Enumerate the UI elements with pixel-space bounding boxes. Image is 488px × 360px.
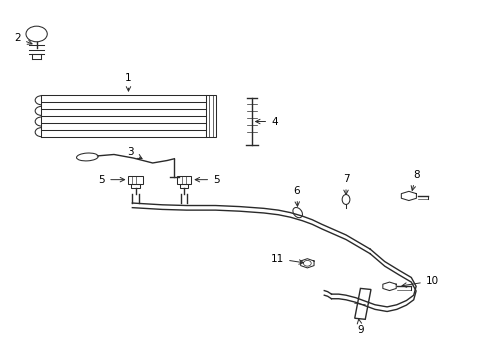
Text: 4: 4 — [255, 117, 277, 126]
Bar — [205, 95, 216, 138]
Bar — [131, 184, 140, 188]
Text: 2: 2 — [15, 33, 32, 44]
Text: 8: 8 — [410, 170, 419, 190]
Text: 3: 3 — [127, 147, 142, 159]
Text: 10: 10 — [401, 276, 438, 287]
Text: 7: 7 — [342, 174, 348, 194]
Bar — [354, 288, 370, 319]
Text: 9: 9 — [356, 319, 363, 335]
Text: 6: 6 — [293, 186, 300, 206]
Text: 11: 11 — [270, 254, 303, 264]
Bar — [177, 176, 191, 184]
Text: 5: 5 — [195, 175, 219, 185]
Text: 5: 5 — [99, 175, 124, 185]
Bar — [128, 176, 142, 184]
Bar — [180, 184, 188, 188]
Text: 1: 1 — [125, 72, 132, 91]
